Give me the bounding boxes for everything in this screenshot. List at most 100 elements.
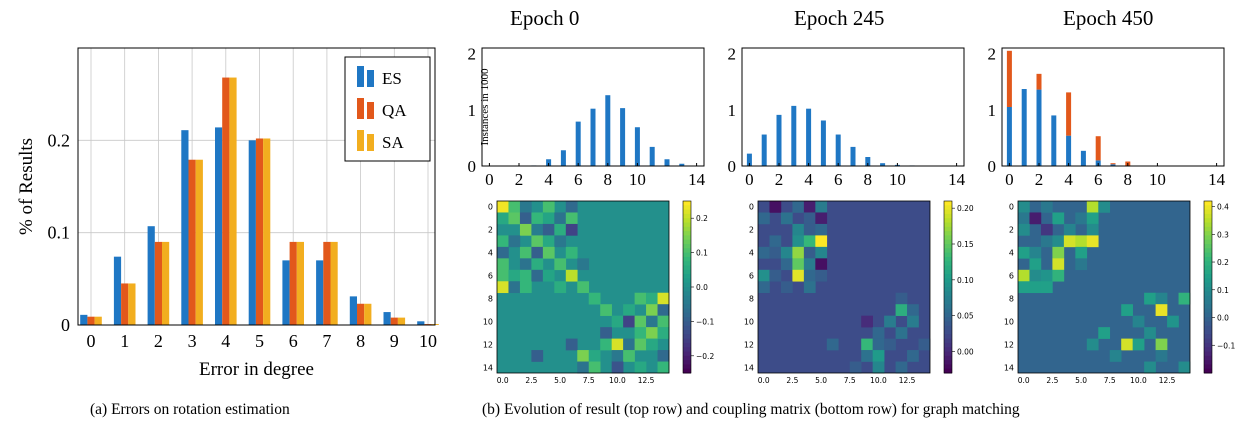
heatmap-cell [1075,258,1088,271]
heatmap-cell [792,223,805,236]
heatmap-cell [758,281,770,294]
heatmap-y-tick: 8 [1009,294,1014,303]
x-tick-label: 8 [604,170,613,189]
colorbar-segment [683,278,691,284]
bar-qa [188,159,196,325]
colorbar-segment [944,330,952,335]
heatmap-cell [634,315,647,328]
colorbar-segment [1204,308,1212,314]
heatmap-cell [1155,350,1168,362]
colorbar-segment [944,334,952,340]
colorbar-segment [683,282,691,288]
x-tick-label: 14 [948,170,966,189]
heatmap-y-tick: 6 [488,272,493,281]
legend-swatch [357,98,364,119]
colorbar-segment [944,299,952,305]
colorbar-segment [944,347,952,352]
colorbar-segment [1204,226,1212,232]
colorbar-segment [944,239,952,245]
heatmap-x-tick: 2.5 [525,376,537,385]
bar-es [383,312,391,325]
heatmap-cell [542,269,555,282]
heatmap-y-tick: 12 [744,340,754,349]
colorbar-segment [1204,265,1212,271]
legend-swatch [367,102,374,119]
heatmap-y-tick: 14 [1004,363,1014,372]
bar-sa [195,159,203,325]
colorbar-segment [1204,342,1212,348]
bar-qa [154,241,162,325]
y-tick-label: 0.1 [48,223,71,243]
heatmap-cell [1029,258,1042,271]
x-tick-label: 0 [745,170,754,189]
heatmap-cell [792,269,805,282]
heatmap-cell [815,269,828,282]
heatmap-cell [634,338,647,351]
heatmap-cell [792,246,805,259]
hist-bar-blue [546,159,552,166]
caption-b: (b) Evolution of result (top row) and co… [482,401,1020,418]
heatmap-cell [1063,223,1076,236]
x-tick-label: 9 [390,331,399,351]
colorbar-segment [1204,312,1212,318]
colorbar-tick-label: 0.05 [957,312,974,321]
colorbar-segment [683,304,691,309]
hist-frame [1001,47,1225,167]
heatmap-cell [861,350,873,362]
x-tick-label: 2 [154,331,163,351]
bar-qa [357,303,365,325]
heatmap-cell [803,281,816,294]
colorbar-segment [683,308,691,314]
bar-es [147,226,155,325]
heatmap-cell [884,338,896,351]
hist-bar-blue [679,163,685,166]
heatmap-cell [565,246,578,259]
colorbar-segment [1204,282,1212,288]
hist-bar-blue [1066,135,1072,166]
hist-bar-blue [761,134,767,166]
heatmap-frame [496,200,670,374]
colorbar-segment [683,325,691,331]
x-tick-label: 0 [87,331,96,351]
heatmap-x-tick: 2.5 [786,376,798,385]
heatmap-cell [872,361,885,374]
colorbar-segment [944,261,952,266]
heatmap-cell [907,350,919,362]
heatmap-cell [1029,246,1042,259]
heatmap-cell [1144,327,1156,339]
heatmap-cell [803,246,816,259]
colorbar-tick-label: 0.10 [957,276,974,285]
heatmap-cell [565,338,578,351]
heatmap-cell [577,281,590,294]
colorbar-segment [683,317,691,322]
bar-sa [263,138,271,325]
heatmap-cell [872,350,885,362]
heatmap-x-tick: 10.0 [1130,376,1147,385]
legend-swatch [367,70,374,87]
colorbar-segment [944,312,952,318]
heatmap-cell [1086,235,1099,248]
colorbar-segment [1204,256,1212,262]
bar-es [80,314,88,325]
colorbar-segment [683,355,691,361]
heatmap-y-tick: 10 [483,317,493,326]
heatmap-cell [872,327,885,339]
heatmap-cell [1018,269,1030,282]
hist-bar-orange [1066,92,1072,136]
heatmap-cell [769,246,782,259]
bar-es [215,127,223,325]
y-tick-label: 0 [988,157,997,176]
y-axis-label: Instances in 1000 [479,68,491,145]
heatmap-cell [884,315,896,328]
heatmap-cell [907,315,919,328]
heatmap-cell [815,223,828,236]
caption-a: (a) Errors on rotation estimation [90,401,290,418]
hist-bar-blue [820,120,826,166]
heatmap-cell [780,281,793,294]
colorbar-tick-label: 0.3 [1217,230,1229,239]
heatmap-y-tick: 14 [483,363,493,372]
heatmap-cell [780,212,793,225]
x-tick-label: 4 [221,331,230,351]
x-tick-label: 4 [804,170,813,189]
heatmap-cell [1075,246,1088,259]
